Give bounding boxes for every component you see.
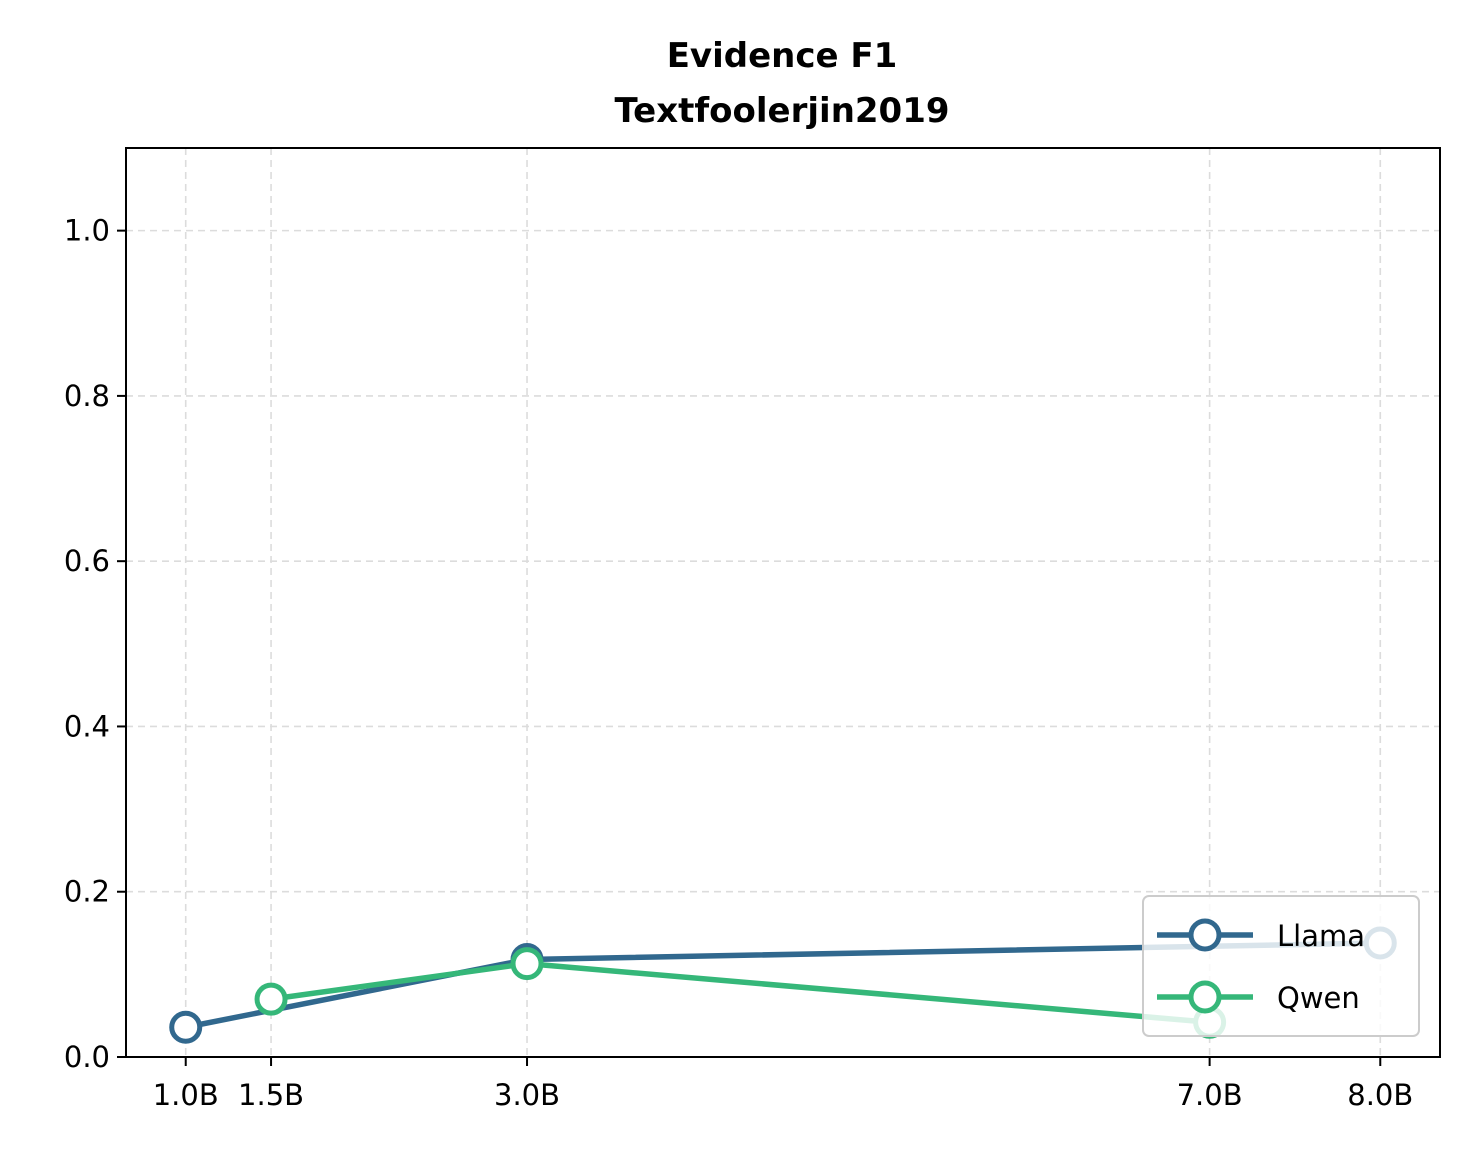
x-tick-label: 1.5B: [238, 1078, 304, 1112]
y-tick-label: 0.4: [64, 709, 110, 743]
chart-title: Evidence F1: [667, 36, 898, 76]
legend-label-qwen: Qwen: [1277, 981, 1360, 1015]
data-point-qwen: [510, 947, 544, 981]
plot-frame: [125, 147, 1441, 1058]
data-point-qwen: [254, 982, 288, 1016]
y-tick-label: 0.8: [64, 379, 110, 413]
y-tick-label: 0.2: [64, 875, 110, 909]
data-point-llama: [169, 1010, 203, 1044]
x-axis-ticks: 1.0B 1.5B 3.0B 7.0B 8.0B: [153, 1057, 1413, 1112]
x-tick-label: 7.0B: [1177, 1078, 1243, 1112]
legend-box: [1142, 895, 1420, 1037]
legend-label-llama: Llama: [1277, 919, 1365, 953]
y-tick-label: 0.0: [64, 1040, 110, 1074]
x-tick-label: 3.0B: [494, 1078, 560, 1112]
y-tick-label: 1.0: [64, 214, 110, 248]
series-line-qwen: [270, 960, 1210, 1026]
x-tick-label: 1.0B: [153, 1078, 219, 1112]
chart-subtitle: Textfoolerjin2019: [614, 91, 949, 131]
y-axis-ticks: 0.0 0.2 0.4 0.6 0.8 1.0: [64, 214, 126, 1074]
y-tick-label: 0.6: [64, 544, 110, 578]
legend-marker-qwen: [1188, 980, 1222, 1014]
legend: Llama Qwen: [1142, 895, 1420, 1037]
legend-marker-llama: [1188, 918, 1222, 952]
x-tick-label: 8.0B: [1347, 1078, 1413, 1112]
